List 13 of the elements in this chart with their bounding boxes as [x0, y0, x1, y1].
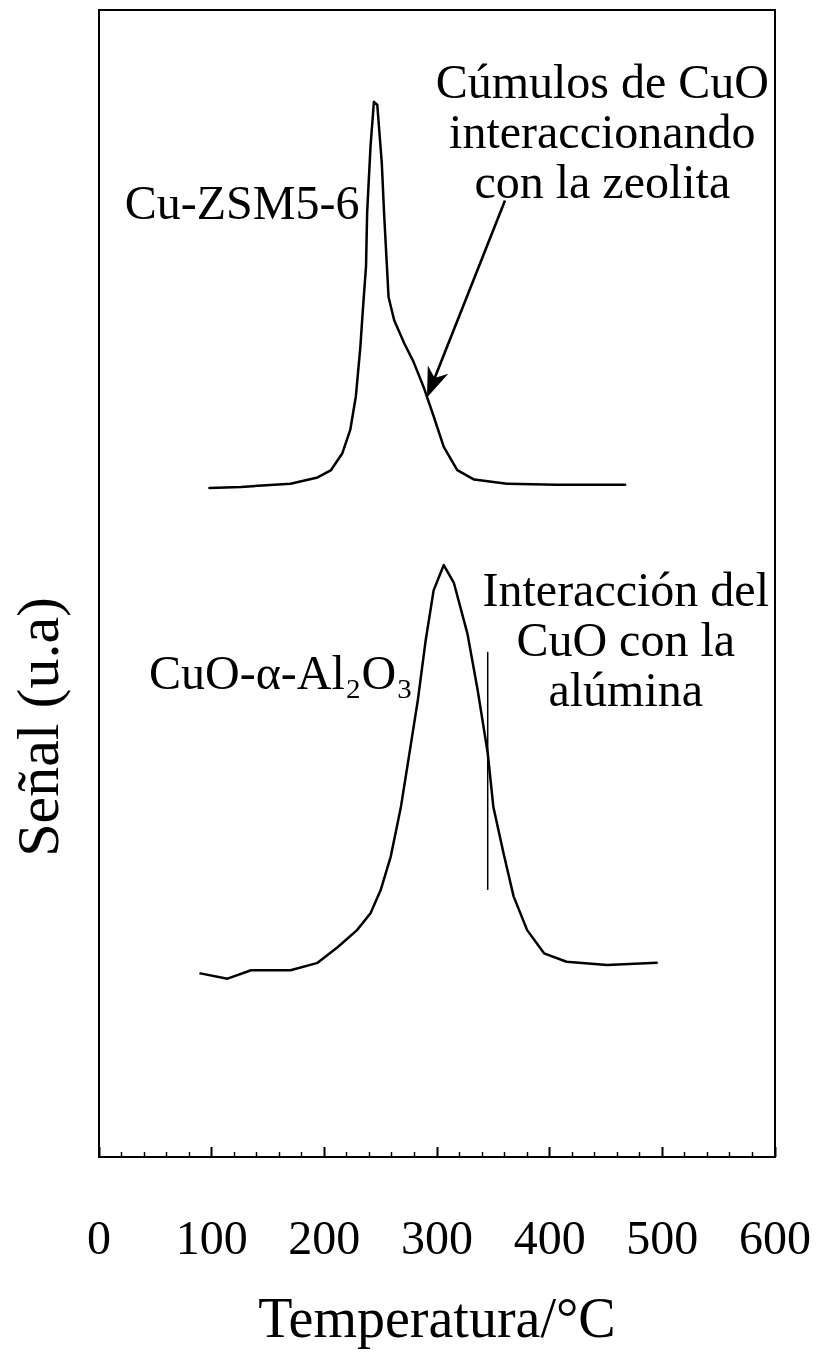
- annotation: Interacción del CuO con la alúmina: [482, 563, 769, 717]
- x-tick-label: 0: [87, 1211, 111, 1265]
- x-tick-label: 400: [513, 1211, 586, 1265]
- x-tick-label: 200: [288, 1211, 361, 1265]
- x-tick-label: 300: [401, 1211, 473, 1265]
- annotation: Cúmulos de CuO interaccionando con la zeolita: [435, 54, 769, 208]
- series-label: CuO-α-Al₂O₃: [148, 646, 413, 700]
- x-tick-label: 500: [626, 1211, 699, 1265]
- x-tick-label: 100: [175, 1211, 248, 1265]
- series-label: Cu-ZSM5-6: [124, 175, 360, 229]
- x-axis-title: Temperatura/°C: [258, 1287, 616, 1350]
- y-axis-title: Señal (u.a): [4, 596, 71, 857]
- x-tick-label: 600: [739, 1211, 811, 1265]
